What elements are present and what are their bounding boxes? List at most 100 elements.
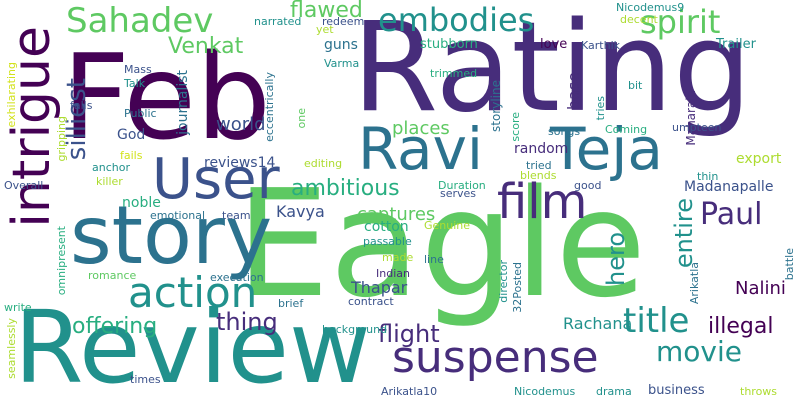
word-varma: Varma — [324, 57, 360, 70]
word-maharaja: Maharaja — [684, 90, 698, 146]
word-eagle: Eagle — [236, 158, 647, 330]
word-umpteen: umpteen — [672, 121, 722, 134]
word-sahadev: Sahadev — [66, 1, 214, 41]
word-songs: songs — [548, 125, 581, 138]
word-yet: yet — [316, 23, 334, 36]
word-redeem: redeem — [322, 15, 365, 28]
word-narrated: narrated — [254, 15, 302, 28]
word-throws: throws — [740, 385, 778, 398]
word-rating: Rating — [352, 0, 752, 140]
word-eccentrically: eccentrically — [263, 72, 276, 142]
word-paul: Paul — [700, 197, 763, 232]
word-genuine: Genuine — [424, 219, 471, 232]
word-stubborn: stubborn — [420, 37, 478, 52]
word-emotional: emotional — [150, 209, 206, 222]
word-god: God — [117, 127, 146, 143]
word-arikatla10: Arikatla10 — [381, 385, 438, 398]
word-romance: romance — [88, 269, 137, 282]
word-thing: thing — [216, 308, 278, 336]
word-arikatla: Arikatla — [688, 262, 701, 305]
word-serves: serves — [440, 187, 477, 200]
word-killer: killer — [96, 175, 123, 188]
word-thin: thin — [697, 170, 719, 183]
word-brief: brief — [278, 297, 304, 310]
word-movie: movie — [656, 335, 742, 368]
word-ravi: Ravi — [358, 115, 484, 183]
word-made: made — [382, 251, 414, 264]
word-karthik: Karthik — [581, 39, 620, 52]
word-one: one — [295, 108, 308, 129]
word-film: film — [497, 174, 588, 230]
word-entire: entire — [670, 198, 698, 269]
word-blends: blends — [520, 169, 557, 182]
word-madanapalle: Madanapalle — [684, 179, 774, 195]
word-offering: offering — [72, 314, 158, 339]
word-rachana: Rachana — [563, 314, 633, 333]
word-business: business — [648, 383, 705, 398]
word-feb: Feb — [62, 28, 271, 166]
word-overall: Overall — [4, 179, 44, 192]
word-love: love — [540, 37, 568, 52]
word-action: action — [128, 268, 258, 317]
word-public: Public — [124, 107, 157, 120]
word-decent: decent — [620, 13, 658, 26]
word-base: base — [564, 72, 583, 111]
word-coming: Coming — [605, 123, 648, 136]
word-user: User — [152, 147, 280, 212]
word-illegal: illegal — [708, 314, 774, 339]
word-suspense: suspense — [392, 332, 599, 383]
word-seamlessly: seamlessly — [5, 318, 18, 379]
word-trimmed: trimmed — [430, 67, 478, 80]
word-storyline: storyline — [489, 80, 503, 132]
word-world: world — [216, 114, 266, 135]
word-venkat: Venkat — [168, 34, 244, 59]
word-falls: falls — [70, 99, 93, 112]
word-captures: captures — [357, 204, 436, 225]
word-kavya: Kavya — [276, 202, 325, 221]
word-score: score — [509, 112, 522, 142]
word-duration: Duration — [438, 179, 486, 192]
word-places: places — [392, 118, 450, 139]
word-background: background — [322, 323, 388, 336]
word-ambitious: ambitious — [291, 176, 400, 201]
word-guns: guns — [324, 37, 358, 53]
word-nalini: Nalini — [735, 278, 786, 299]
word-good: good — [574, 179, 602, 192]
word-battle: battle — [783, 248, 796, 281]
word-bit: bit — [628, 79, 643, 92]
word-indian: Indian — [376, 267, 410, 280]
word-anchor: anchor — [92, 161, 130, 174]
word-team: team — [222, 209, 251, 222]
word-flight: flight — [378, 320, 440, 348]
word-drama: drama — [596, 385, 632, 398]
word-passable: passable — [363, 235, 412, 248]
word-contract: contract — [348, 295, 394, 308]
word-spirit: spirit — [640, 3, 721, 41]
word-nicodemus9: Nicodemus9 — [616, 1, 685, 14]
word-teja: Teja — [550, 115, 663, 183]
word-line: line — [424, 253, 444, 266]
word-random: random — [514, 141, 569, 157]
word-nicodemus: Nicodemus — [514, 385, 576, 398]
word-review: Review — [14, 289, 371, 400]
word-noble: noble — [122, 195, 161, 211]
word-posted32: 32Posted — [511, 262, 524, 313]
word-journalist: journalist — [175, 70, 191, 135]
word-editing: editing — [304, 157, 343, 170]
word-export: export — [736, 151, 782, 167]
word-hero: hero — [602, 232, 630, 286]
word-trailer: Trailer — [716, 37, 756, 52]
word-tried: tried — [526, 159, 552, 172]
word-embodies: embodies — [378, 1, 535, 39]
word-cotton: cotton — [364, 219, 409, 235]
word-tries: tries — [594, 96, 607, 121]
word-story: story — [70, 189, 273, 282]
word-reviews14: reviews14 — [204, 155, 276, 171]
word-title: title — [623, 301, 690, 341]
word-director: director — [497, 260, 510, 303]
word-gripping: gripping — [55, 116, 68, 162]
word-mass: Mass — [124, 63, 152, 76]
word-omnipresent: omnipresent — [55, 226, 68, 296]
word-times: times — [130, 373, 161, 386]
